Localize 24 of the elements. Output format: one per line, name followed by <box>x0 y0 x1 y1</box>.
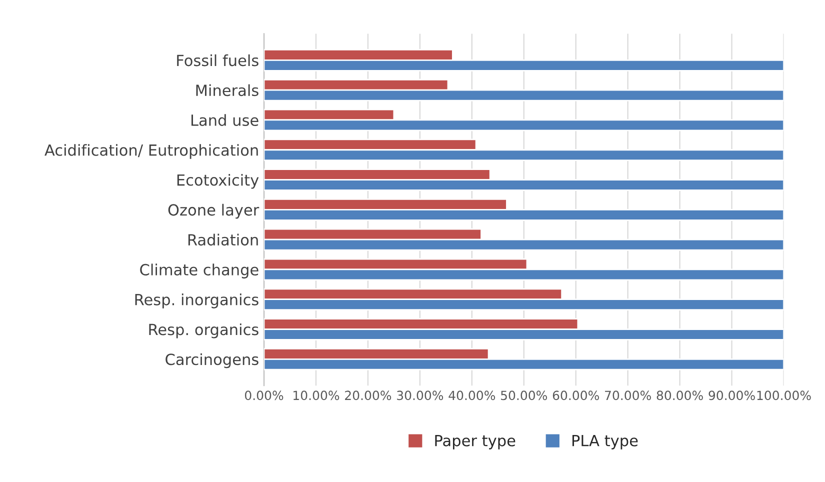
legend-label: PLA type <box>572 435 638 450</box>
x-tick-label: 90.00% <box>708 390 755 400</box>
x-tick-label: 70.00% <box>605 390 651 400</box>
y-tick-label: Resp. inorganics <box>135 294 258 308</box>
y-tick-label: Acidification/ Eutrophication <box>44 144 258 159</box>
legend-label: Paper type <box>435 435 516 450</box>
y-tick-label: Fossil fuels <box>177 54 258 66</box>
x-tick-label: 10.00% <box>294 390 340 400</box>
y-tick-label: Radiation <box>188 234 258 246</box>
x-tick-label: 80.00% <box>656 390 703 400</box>
y-tick-label: Ecotoxicity <box>177 174 259 189</box>
x-tick-label: 30.00% <box>397 390 444 400</box>
y-tick-label: Resp. organics <box>149 323 258 338</box>
x-tick-label: 40.00% <box>448 390 496 400</box>
x-tick-label: 0.00% <box>244 390 284 400</box>
x-tick-label: 60.00% <box>552 390 599 400</box>
y-tick-label: Land use <box>191 114 258 126</box>
x-tick-label: 100.00% <box>757 390 811 400</box>
y-tick-label: Climate change <box>140 264 258 278</box>
x-tick-label: 50.00% <box>501 390 548 400</box>
x-tick-label: 20.00% <box>345 390 392 400</box>
y-tick-label: Carcinogens <box>166 353 258 368</box>
y-tick-label: Minerals <box>196 84 258 96</box>
y-tick-label: Ozone layer <box>168 204 260 219</box>
